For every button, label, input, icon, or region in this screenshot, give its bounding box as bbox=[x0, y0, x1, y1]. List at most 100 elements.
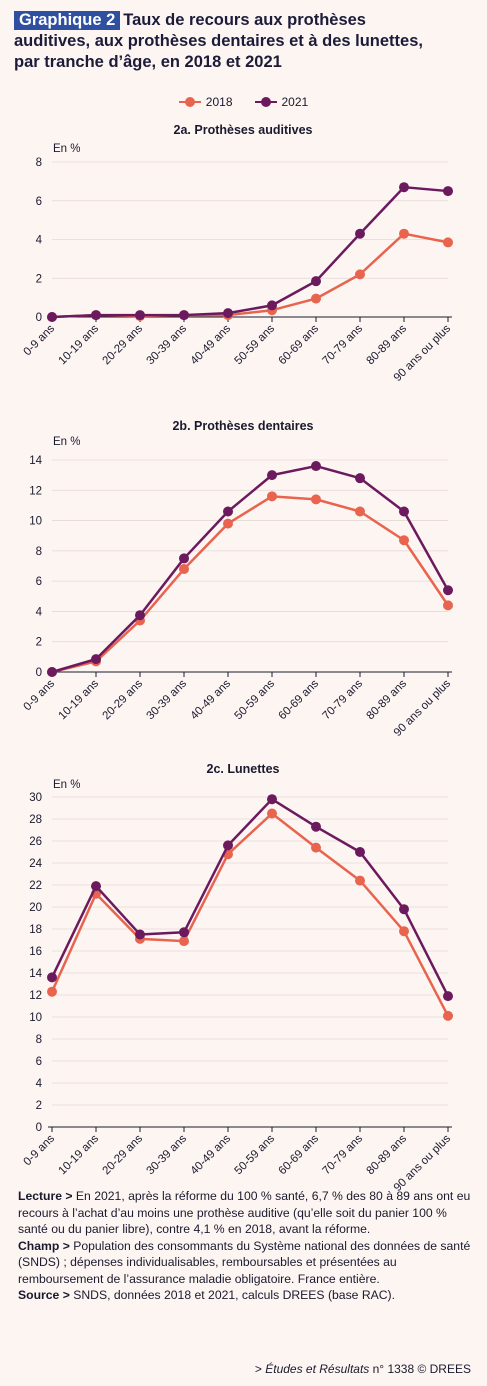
data-point-2021 bbox=[355, 228, 365, 239]
footer-prefix: > bbox=[254, 1362, 266, 1376]
data-point-2021 bbox=[311, 461, 321, 472]
data-point-2018 bbox=[311, 293, 321, 304]
y-tick-label: 22 bbox=[29, 880, 42, 892]
y-tick-label: 8 bbox=[36, 157, 42, 169]
data-point-2018 bbox=[443, 1010, 453, 1021]
y-tick-label: 16 bbox=[29, 946, 42, 958]
data-point-2018 bbox=[179, 564, 189, 575]
title-text-1: Taux de recours aux prothèses bbox=[123, 11, 366, 29]
data-point-2021 bbox=[47, 972, 57, 983]
series-line-2021 bbox=[50, 797, 450, 997]
data-point-2021 bbox=[267, 470, 277, 481]
x-tick-label: 0-9 ans bbox=[22, 677, 58, 713]
data-point-2021 bbox=[399, 506, 409, 517]
data-point-2018 bbox=[399, 228, 409, 239]
data-point-2021 bbox=[179, 927, 189, 938]
x-tick-label: 50-59 ans bbox=[232, 677, 277, 722]
x-tick-label: 20-29 ans bbox=[100, 677, 145, 722]
data-point-2021 bbox=[311, 276, 321, 287]
x-tick-label: 10-19 ans bbox=[56, 322, 101, 367]
y-tick-label: 26 bbox=[29, 836, 42, 848]
x-tick-label: 80-89 ans bbox=[364, 322, 409, 367]
data-point-2021 bbox=[267, 300, 277, 311]
legend-item-2018: 2018 bbox=[178, 95, 233, 109]
y-tick-label: 6 bbox=[36, 196, 42, 208]
y-axis-unit-label: En % bbox=[53, 143, 81, 155]
x-tick-label: 30-39 ans bbox=[144, 677, 189, 722]
chart-header: Graphique 2 Taux de recours aux prothèses… bbox=[14, 10, 476, 73]
chart-title: 2c. Lunettes bbox=[207, 762, 280, 776]
y-tick-label: 4 bbox=[36, 606, 43, 618]
data-point-2021 bbox=[223, 308, 233, 319]
y-tick-label: 2 bbox=[36, 1100, 42, 1112]
y-tick-label: 14 bbox=[29, 968, 42, 980]
y-tick-label: 14 bbox=[29, 455, 42, 467]
data-point-2021 bbox=[179, 553, 189, 564]
data-point-2018 bbox=[179, 936, 189, 947]
data-point-2021 bbox=[267, 794, 277, 805]
figure-badge: Graphique 2 bbox=[14, 11, 121, 30]
data-point-2018 bbox=[47, 986, 57, 997]
chart-title: 2a. Prothèses auditives bbox=[174, 123, 313, 137]
note-champ: Champ > Population des consommants du Sy… bbox=[18, 1238, 478, 1288]
x-tick-label: 20-29 ans bbox=[100, 322, 145, 367]
x-tick-label: 80-89 ans bbox=[364, 677, 409, 722]
y-tick-label: 8 bbox=[36, 1034, 42, 1046]
data-point-2018 bbox=[355, 269, 365, 280]
x-tick-label: 30-39 ans bbox=[144, 1132, 189, 1177]
legend-item-2021: 2021 bbox=[254, 95, 308, 109]
data-point-2021 bbox=[443, 186, 453, 197]
note-lecture: Lecture > En 2021, après la réforme du 1… bbox=[18, 1188, 478, 1238]
y-tick-label: 18 bbox=[29, 924, 42, 936]
data-point-2018 bbox=[443, 600, 453, 611]
x-tick-label: 70-79 ans bbox=[320, 677, 365, 722]
note-source: Source > SNDS, données 2018 et 2021, cal… bbox=[18, 1287, 478, 1304]
title-line-1: Graphique 2 Taux de recours aux prothèses bbox=[14, 10, 476, 31]
series-line-2018 bbox=[51, 495, 450, 674]
x-tick-label: 40-49 ans bbox=[188, 322, 233, 367]
note-lecture-text: En 2021, après la réforme du 100 % santé… bbox=[18, 1189, 471, 1236]
data-point-2018 bbox=[399, 926, 409, 937]
data-point-2021 bbox=[399, 904, 409, 915]
x-tick-label: 20-29 ans bbox=[100, 1132, 145, 1177]
data-point-2021 bbox=[355, 473, 365, 484]
data-point-2018 bbox=[223, 518, 233, 529]
data-point-2018 bbox=[267, 491, 277, 502]
y-axis-unit-label: En % bbox=[53, 779, 81, 791]
note-source-label: Source > bbox=[18, 1288, 70, 1302]
y-tick-label: 12 bbox=[29, 990, 42, 1002]
x-tick-label: 80-89 ans bbox=[364, 1132, 409, 1177]
x-tick-label: 10-19 ans bbox=[56, 1132, 101, 1177]
data-point-2018 bbox=[355, 875, 365, 886]
y-tick-label: 4 bbox=[36, 235, 43, 247]
x-tick-label: 10-19 ans bbox=[56, 677, 101, 722]
data-point-2018 bbox=[399, 535, 409, 546]
data-point-2021 bbox=[91, 881, 101, 892]
y-tick-label: 20 bbox=[29, 902, 42, 914]
data-point-2021 bbox=[355, 847, 365, 857]
data-point-2018 bbox=[443, 237, 453, 248]
data-point-2021 bbox=[47, 667, 57, 677]
note-source-text: SNDS, données 2018 et 2021, calculs DREE… bbox=[73, 1288, 395, 1302]
series-line-2018 bbox=[51, 232, 449, 319]
data-point-2021 bbox=[135, 610, 145, 621]
series-line-2018 bbox=[50, 812, 450, 1017]
y-tick-label: 6 bbox=[36, 1056, 42, 1068]
y-tick-label: 4 bbox=[36, 1078, 43, 1090]
x-tick-label: 60-69 ans bbox=[276, 677, 321, 722]
data-point-2021 bbox=[223, 840, 233, 851]
x-tick-label: 30-39 ans bbox=[144, 322, 189, 367]
x-tick-label: 40-49 ans bbox=[188, 1132, 233, 1177]
note-champ-label: Champ > bbox=[18, 1238, 70, 1253]
data-point-2021 bbox=[135, 929, 145, 940]
data-point-2021 bbox=[223, 506, 233, 517]
data-point-2021 bbox=[311, 821, 321, 832]
footer-journal: Études et Résultats bbox=[265, 1362, 370, 1376]
x-tick-label: 70-79 ans bbox=[320, 1132, 365, 1177]
y-tick-label: 12 bbox=[29, 485, 42, 497]
data-point-2021 bbox=[91, 654, 101, 665]
y-tick-label: 10 bbox=[29, 1012, 42, 1024]
chart-title: 2b. Prothèses dentaires bbox=[172, 419, 313, 433]
x-tick-label: 0-9 ans bbox=[22, 322, 58, 358]
